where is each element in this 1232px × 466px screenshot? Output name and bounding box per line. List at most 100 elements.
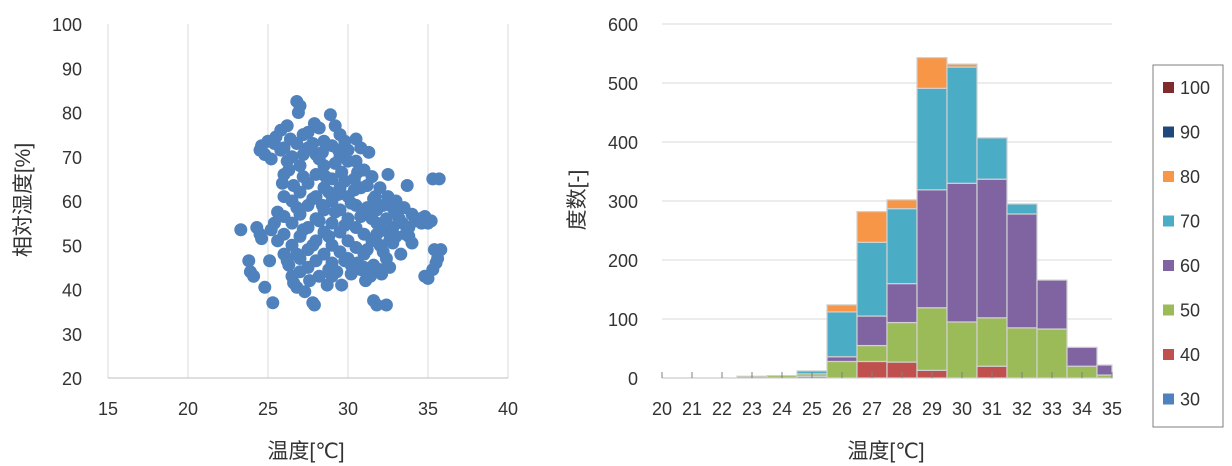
scatter-point: [290, 136, 304, 150]
histogram-bar-segment: [916, 57, 948, 89]
histogram-x-tick-labels: 20 21 22 23 24 25 26 27 28 29 30 31 32 33 34 35: [652, 399, 1122, 419]
histogram-bar-segment: [916, 307, 948, 371]
scatter-point: [290, 201, 304, 215]
histogram-x-tick-label: 33: [1042, 399, 1062, 419]
scatter-point: [354, 141, 368, 155]
scatter-point: [376, 245, 390, 259]
scatter-point: [325, 216, 339, 230]
histogram-x-tick-label: 34: [1072, 399, 1092, 419]
histogram-x-tick-label: 24: [772, 399, 792, 419]
scatter-point: [280, 254, 294, 268]
scatter-point: [360, 243, 374, 257]
scatter-point: [331, 143, 345, 157]
histogram-bar-segment: [976, 178, 1008, 319]
scatter-point: [312, 214, 326, 228]
histogram-x-tick-label: 21: [682, 399, 702, 419]
scatter-point: [277, 209, 291, 223]
scatter-point: [312, 121, 326, 135]
scatter-y-tick-label: 80: [62, 104, 82, 124]
scatter-point: [370, 227, 384, 241]
scatter-point: [381, 167, 395, 181]
histogram-x-tick-label: 35: [1102, 399, 1122, 419]
histogram-bar-segment: [1006, 203, 1038, 215]
histogram-bar-segment: [1006, 213, 1038, 329]
scatter-point: [264, 223, 278, 237]
scatter-y-tick-label: 90: [62, 59, 82, 79]
scatter-point: [293, 265, 307, 279]
scatter-point: [298, 285, 312, 299]
scatter-point: [335, 165, 349, 179]
scatter-x-tick-labels: 15 20 25 30 35 40: [98, 399, 518, 419]
histogram-bar-segment: [1066, 346, 1098, 367]
histogram-x-tick-label: 26: [832, 399, 852, 419]
histogram-bar-segment: [1036, 279, 1068, 330]
scatter-point: [400, 179, 414, 193]
legend-label: 70: [1180, 212, 1200, 232]
scatter-point: [373, 263, 387, 277]
legend-label: 50: [1180, 301, 1200, 321]
scatter-point: [307, 298, 321, 312]
scatter-point: [344, 196, 358, 210]
legend-swatch: [1163, 393, 1174, 405]
legend-swatch: [1163, 215, 1174, 227]
scatter-y-axis-label: 相対湿度[%]: [12, 143, 35, 257]
scatter-point: [421, 216, 435, 230]
scatter-point: [306, 238, 320, 252]
histogram-x-tick-label: 20: [652, 399, 672, 419]
scatter-point: [338, 218, 352, 232]
histogram-y-tick-label: 0: [628, 369, 638, 389]
scatter-point: [357, 260, 371, 274]
scatter-point: [258, 280, 272, 294]
legend-swatch: [1163, 349, 1174, 360]
histogram-bar-segment: [946, 66, 978, 184]
histogram-x-ticks: [661, 372, 1113, 378]
scatter-point: [263, 254, 277, 268]
histogram-bar-segment: [946, 321, 978, 379]
scatter-x-axis-label: 温度[℃]: [267, 440, 344, 463]
scatter-point: [315, 198, 329, 212]
scatter-point: [296, 223, 310, 237]
histogram-bar-segment: [1006, 327, 1038, 379]
histogram-bar-segment: [1096, 364, 1113, 376]
histogram-bar-segment: [886, 283, 918, 324]
scatter-point: [322, 229, 336, 243]
scatter-chart: 20 30 40 50 60 70 80 90 100 15 20 25 30 35 40 温度[℃] 相…: [12, 15, 518, 463]
histogram-bar-segment: [826, 311, 858, 358]
scatter-point: [331, 187, 345, 201]
histogram-bar-segment: [856, 344, 888, 363]
scatter-point: [267, 136, 281, 150]
scatter-point: [291, 106, 305, 119]
scatter-point: [306, 192, 320, 206]
scatter-y-tick-label: 40: [62, 281, 82, 301]
scatter-point: [386, 201, 400, 215]
legend-label: 100: [1180, 78, 1210, 98]
legend-swatch: [1163, 126, 1174, 138]
histogram-bar-segment: [886, 321, 918, 363]
scatter-point: [328, 119, 342, 133]
legend-swatch: [1163, 82, 1174, 93]
legend-label: 90: [1180, 123, 1200, 143]
scatter-point: [280, 154, 294, 168]
histogram-bar-segment: [856, 211, 888, 243]
scatter-point: [319, 170, 333, 184]
histogram-y-tick-label: 500: [608, 74, 638, 94]
scatter-point: [347, 183, 361, 197]
scatter-point: [287, 276, 301, 290]
legend-label: 60: [1180, 256, 1200, 276]
scatter-point: [383, 234, 397, 248]
scatter-y-tick-label: 20: [62, 369, 82, 389]
scatter-point: [328, 205, 342, 219]
scatter-y-tick-label: 60: [62, 192, 82, 212]
scatter-point: [399, 227, 413, 241]
legend-label: 30: [1180, 390, 1200, 410]
scatter-point: [338, 254, 352, 268]
scatter-point: [394, 247, 408, 261]
scatter-point: [306, 136, 320, 150]
scatter-y-tick-label: 70: [62, 148, 82, 168]
histogram-bar-segment: [916, 87, 948, 191]
histogram-y-tick-label: 200: [608, 251, 638, 271]
histogram-y-tick-labels: 0 100 200 300 400 500 600: [608, 15, 638, 389]
histogram-legend: 100 90 80 70 60 50 40 30: [1152, 64, 1224, 428]
histogram-y-tick-label: 600: [608, 15, 638, 35]
scatter-point: [325, 269, 339, 283]
